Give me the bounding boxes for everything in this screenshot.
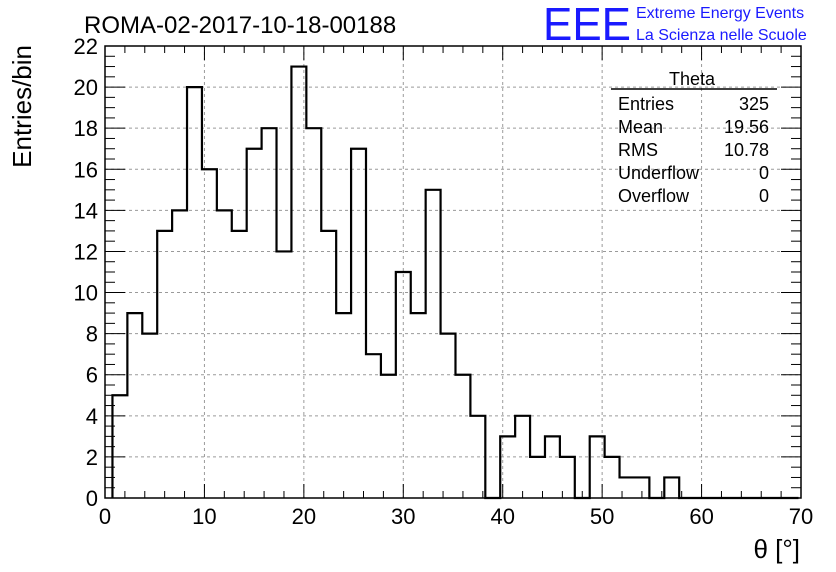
stats-row-value: 10.78 xyxy=(724,140,769,160)
histogram-bin xyxy=(262,128,277,498)
stats-row-label: Entries xyxy=(618,94,674,114)
histogram-bin xyxy=(605,457,620,498)
x-tick-label: 20 xyxy=(292,504,316,529)
histogram-bin xyxy=(247,149,262,498)
histogram-bin xyxy=(381,375,396,498)
histogram-outline xyxy=(111,65,799,500)
stats-box-rows: Entries 325 Mean 19.56 RMS 10.78 Underflow 0 Ove… xyxy=(618,94,769,206)
chart-title: ROMA-02-2017-10-18-00188 xyxy=(84,12,396,39)
x-axis-label: θ [°] xyxy=(753,534,800,564)
stats-row-value: 19.56 xyxy=(724,117,769,137)
eee-logo-line2: La Scienza nelle Scuole xyxy=(636,27,807,44)
grid-lines xyxy=(105,46,801,498)
histogram-bin xyxy=(455,375,470,498)
stats-row-label: RMS xyxy=(618,140,658,160)
eee-logo-line1: Extreme Energy Events xyxy=(636,5,804,22)
histogram-bin xyxy=(127,313,142,498)
y-tick-label: 12 xyxy=(74,239,98,264)
y-tick-label: 0 xyxy=(86,486,98,511)
x-tick-label: 60 xyxy=(689,504,713,529)
histogram-bin xyxy=(321,231,336,498)
stats-row-value: 325 xyxy=(739,94,769,114)
tick-labels: 0 10 20 30 40 50 60 70 0 2 4 6 8 10 12 14 16 18 20 22 xyxy=(74,34,814,529)
histogram-bin xyxy=(277,251,292,498)
histogram-bin xyxy=(336,313,351,498)
y-tick-label: 10 xyxy=(74,281,98,306)
x-tick-label: 0 xyxy=(99,504,111,529)
stats-row-value: 0 xyxy=(759,163,769,183)
histogram-bin xyxy=(664,477,679,498)
histogram-bin xyxy=(545,436,560,498)
y-tick-label: 16 xyxy=(74,157,98,182)
histogram-bin xyxy=(306,128,321,498)
y-tick-label: 6 xyxy=(86,363,98,388)
stats-box: Theta Entries 325 Mean 19.56 RMS 10.78 Underfl… xyxy=(611,69,777,206)
stats-box-title: Theta xyxy=(669,69,716,89)
y-tick-label: 22 xyxy=(74,34,98,59)
axis-ticks xyxy=(104,45,802,499)
y-tick-label: 14 xyxy=(74,198,98,223)
eee-logo-mark: EEE xyxy=(543,0,631,50)
stats-row-label: Underflow xyxy=(618,163,700,183)
stats-row-value: 0 xyxy=(759,186,769,206)
histogram-bin xyxy=(351,149,366,498)
histogram-bin xyxy=(366,354,381,498)
histogram-bin xyxy=(411,313,426,498)
histogram-series xyxy=(111,65,799,500)
y-axis-label: Entries/bin xyxy=(7,45,37,168)
stats-row-label: Mean xyxy=(618,117,663,137)
y-tick-label: 20 xyxy=(74,75,98,100)
x-tick-label: 50 xyxy=(590,504,614,529)
stats-row-label: Overflow xyxy=(618,186,690,206)
y-tick-label: 2 xyxy=(86,445,98,470)
y-tick-label: 8 xyxy=(86,322,98,347)
y-tick-label: 18 xyxy=(74,116,98,141)
histogram-bin xyxy=(232,231,247,498)
histogram-bin xyxy=(217,210,232,498)
x-tick-label: 30 xyxy=(391,504,415,529)
y-tick-label: 4 xyxy=(86,404,98,429)
histogram-bin xyxy=(426,190,441,498)
plot-frame xyxy=(104,45,802,499)
x-tick-label: 70 xyxy=(789,504,813,529)
eee-logo: EEE Extreme Energy Events La Scienza nel… xyxy=(543,0,807,50)
x-tick-label: 10 xyxy=(192,504,216,529)
histogram-bin xyxy=(172,210,187,498)
x-tick-label: 40 xyxy=(490,504,514,529)
histogram-bin xyxy=(157,231,172,498)
